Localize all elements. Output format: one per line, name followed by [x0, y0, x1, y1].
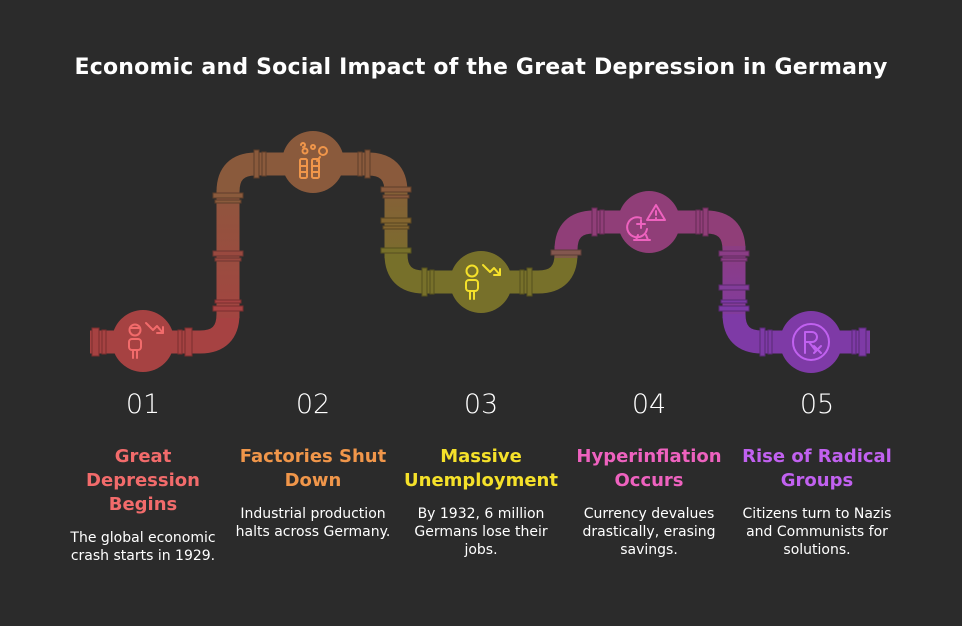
diagram-title: Economic and Social Impact of the Great …	[74, 55, 888, 80]
step-number: 03	[463, 389, 499, 420]
step-4: 04 Hyperinflation Occurs Currency devalu…	[564, 390, 734, 559]
pipe-segment-1	[90, 313, 240, 354]
factory-icon	[299, 142, 328, 179]
step-heading: Great Depression Begins	[86, 446, 200, 515]
node-5	[780, 311, 842, 373]
node-3	[450, 251, 512, 313]
step-description: The global economic crash starts in 1929…	[70, 530, 216, 564]
step-heading: Massive Unemployment	[404, 446, 558, 491]
step-number: 04	[631, 389, 667, 420]
step-description: Citizens turn to Nazis and Communists fo…	[742, 506, 892, 558]
step-description: Currency devalues drastically, erasing s…	[582, 506, 716, 558]
step-2: 02 Factories Shut Down Industrial produc…	[228, 390, 398, 541]
step-heading: Rise of Radical Groups	[742, 446, 892, 491]
node-2	[282, 131, 344, 193]
step-heading: Hyperinflation Occurs	[576, 446, 722, 491]
step-description: Industrial production halts across Germa…	[235, 506, 391, 540]
prescription-icon	[792, 323, 830, 361]
currency-warning-icon	[626, 204, 666, 241]
step-1: 01 Great Depression Begins The global ec…	[58, 390, 228, 565]
step-number: 02	[295, 389, 331, 420]
node-4	[618, 191, 680, 253]
step-3: 03 Massive Unemployment By 1932, 6 milli…	[396, 390, 566, 559]
pipe-couplings	[91, 149, 867, 357]
unemployed-person-icon	[465, 264, 501, 300]
step-heading: Factories Shut Down	[239, 446, 387, 491]
step-5: 05 Rise of Radical Groups Citizens turn …	[732, 390, 902, 559]
node-1	[112, 310, 174, 372]
step-number: 01	[125, 389, 161, 420]
step-number: 05	[799, 389, 835, 420]
step-description: By 1932, 6 million Germans lose their jo…	[414, 506, 548, 558]
declining-person-icon	[128, 322, 164, 359]
